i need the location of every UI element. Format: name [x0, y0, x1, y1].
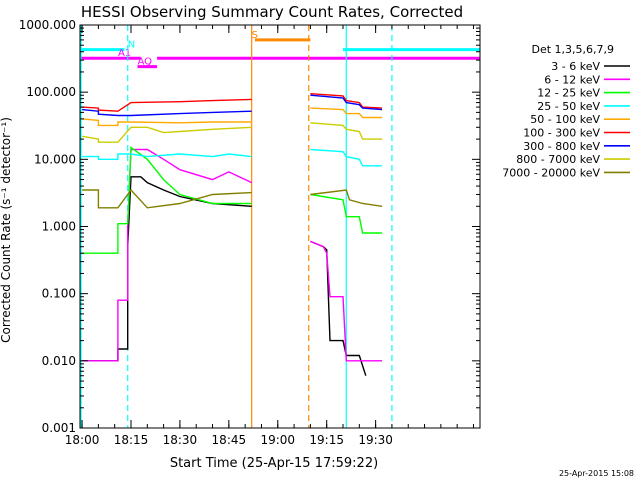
- flag-label: N: [128, 40, 135, 51]
- legend-label: 50 - 100 keV: [530, 113, 600, 126]
- legend-label: 6 - 12 keV: [544, 73, 600, 86]
- series-line: [82, 118, 252, 127]
- y-tick-label: 1000.000: [19, 18, 76, 32]
- legend-label: 300 - 800 keV: [523, 140, 600, 153]
- x-axis-label: Start Time (25-Apr-15 17:59:22): [170, 456, 378, 471]
- x-tick-label: 19:00: [260, 433, 295, 447]
- series-line: [310, 240, 383, 362]
- series-line: [310, 189, 383, 207]
- plot-area: NA1 AQ S: [80, 25, 480, 428]
- series-line: [310, 122, 383, 140]
- y-tick-label: 0.001: [42, 421, 76, 435]
- series-line: [81, 126, 252, 143]
- series-line: [310, 148, 383, 167]
- x-tick-label: 18:15: [114, 433, 149, 447]
- flag-label: AQ: [138, 57, 153, 68]
- x-tick-label: 19:30: [358, 433, 393, 447]
- chart-title: HESSI Observing Summary Count Rates, Cor…: [81, 3, 463, 21]
- y-axis-label: Corrected Count Rate (s⁻¹ detector⁻¹): [0, 117, 13, 343]
- series-line: [82, 188, 252, 209]
- datestamp: 25-Apr-2015 15:08: [559, 469, 634, 478]
- series-line: [310, 93, 383, 109]
- series-line: [82, 148, 252, 362]
- y-tick-label: 0.100: [42, 287, 76, 301]
- y-tick-label: 100.000: [26, 85, 76, 99]
- x-tick-label: 18:00: [65, 433, 100, 447]
- x-tick-label: 18:45: [212, 433, 247, 447]
- legend-label: 25 - 50 keV: [537, 100, 600, 113]
- legend-label: 800 - 7000 keV: [516, 153, 600, 166]
- legend-label: 100 - 300 keV: [523, 127, 600, 140]
- axes: 1000.000 100.000 10.000 1.000 0.100 0.010 0.00…: [19, 18, 481, 447]
- x-tick-label: 18:30: [163, 433, 198, 447]
- series-line: [82, 108, 252, 117]
- legend-title: Det 1,3,5,6,7,9: [531, 43, 614, 56]
- series-line: [310, 94, 383, 111]
- flag-label: S: [252, 30, 258, 41]
- series-line: [82, 153, 252, 161]
- legend-label: 3 - 6 keV: [551, 60, 600, 73]
- y-tick-label: 10.000: [34, 152, 76, 166]
- series-line: [82, 98, 252, 112]
- flag-label: A1: [118, 48, 131, 59]
- legend-label: 7000 - 20000 keV: [502, 166, 600, 179]
- legend-label: 12 - 25 keV: [537, 87, 600, 100]
- series-line: [310, 107, 383, 119]
- y-tick-label: 0.010: [42, 354, 76, 368]
- y-tick-label: 1.000: [42, 220, 76, 234]
- x-tick-label: 19:15: [309, 433, 344, 447]
- series-line: [310, 193, 383, 234]
